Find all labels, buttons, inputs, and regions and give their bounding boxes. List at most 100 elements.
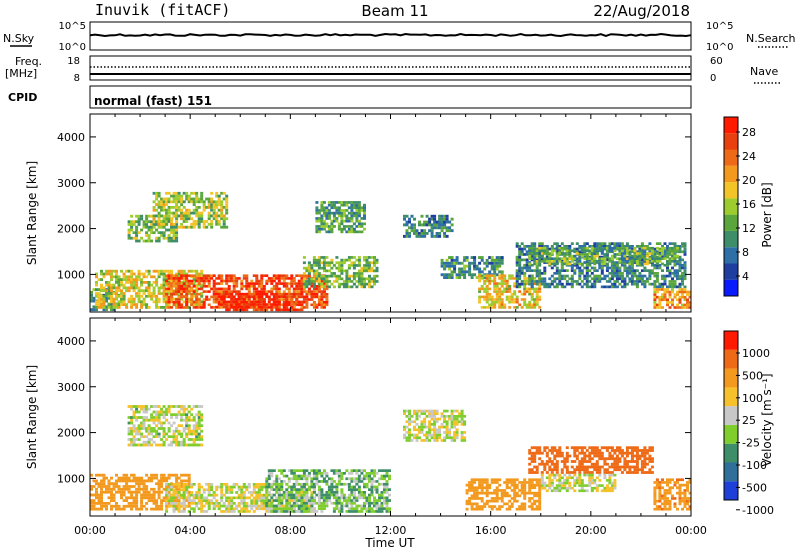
cell-0-11-57-10 [658,258,662,262]
cell-0-4-19-4 [175,228,179,232]
cell-0-2-49-3 [287,298,291,301]
cell-0-7-16-4 [355,219,359,223]
cell-0-11-18-16 [560,242,564,245]
cell-0-5-20-2 [202,220,206,223]
cell-0-2-51-11 [292,277,296,280]
cell-0-12-18-2 [573,257,577,260]
cell-1-2-8-13 [147,407,151,411]
cell-0-1-40-8 [195,283,199,287]
cell-1-3-21-3 [317,501,321,505]
cell-0-11-20-2 [565,280,569,283]
cell-1-0-20-5 [140,493,144,497]
cell-0-4-15-4 [165,228,169,232]
cell-0-11-25-15 [578,245,582,248]
cell-1-1-33-2 [247,504,251,508]
cell-1-3-7-6 [282,493,286,497]
cell-1-3-40-4 [365,499,369,502]
cell-0-9-13-5 [473,261,477,265]
cell-1-1-20-6 [215,493,219,497]
cell-0-2-52-12 [295,274,299,277]
cell-0-2-4-11 [175,277,179,280]
cell-0-10-10-1 [503,303,507,307]
cell-1-3-18-1 [310,507,314,510]
cell-1-1-3-6 [172,493,176,497]
cell-1-1-2-3 [170,502,174,505]
cell-0-1-14-13 [130,269,134,273]
cell-0-13-0-2 [653,301,657,304]
cell-0-2-3-10 [172,279,176,283]
cell-0-12-56-1 [668,260,672,263]
cell-0-1-3-3 [102,297,106,301]
cell-0-2-28-9 [235,282,239,285]
cell-0-2-15-10 [202,279,206,283]
cell-0-1-27-4 [162,294,166,298]
cell-1-3-4-5 [275,496,279,500]
cell-0-1-27-3 [162,297,166,301]
cell-1-1-29-6 [237,493,241,497]
cell-1-1-3-1 [172,507,176,511]
cell-0-2-45-6 [277,290,281,293]
cell-0-3-24-0 [275,308,279,312]
cell-1-2-28-12 [197,410,201,414]
cell-1-0-13-12 [122,473,126,477]
cell-0-1-28-0 [165,306,169,309]
cell-0-9-5-2 [453,270,457,274]
cell-0-6-28-9 [373,261,376,265]
cell-0-11-56-8 [655,263,659,267]
cell-0-6-10-0 [327,285,331,289]
cell-0-3-27-1 [282,305,286,309]
cell-0-12-42-3 [633,254,637,258]
cell-0-2-63-6 [322,290,326,293]
cell-1-0-34-11 [175,476,179,480]
cell-1-0-1-2 [92,502,96,505]
cell-0-6-14-8 [337,264,341,267]
cell-0-1-8-6 [115,289,118,293]
cell-0-6-7-3 [320,277,324,281]
cell-1-0-16-6 [130,490,134,494]
cell-1-3-5-12 [277,477,281,481]
cell-1-3-15-15 [302,469,306,472]
cell-1-3-12-12 [295,477,299,481]
cell-1-1-11-10 [192,483,196,486]
cell-0-11-35-0 [603,285,607,289]
cell-0-11-38-9 [610,261,614,264]
cell-0-12-36-4 [618,252,622,255]
cell-0-2-17-11 [207,277,211,280]
cell-0-12-51-0 [655,262,659,266]
cell-1-1-36-6 [255,493,259,497]
cell-0-12-16-6 [568,246,572,250]
cell-0-8-7-4 [420,223,424,227]
cell-0-2-7-12 [182,274,186,277]
cell-1-0-16-12 [130,473,134,477]
cell-0-4-9-3 [150,231,154,234]
cell-0-11-31-1 [593,282,597,286]
cell-1-2-21-3 [180,435,184,438]
cell-0-12-15-0 [565,262,569,266]
cell-0-7-11-4 [342,219,346,223]
cell-0-2-55-7 [302,287,306,291]
cell-0-8-12-5 [433,220,437,224]
cell-1-3-40-1 [365,507,369,510]
cell-1-1-39-4 [262,499,266,502]
cell-1-3-34-8 [350,488,354,491]
cell-0-7-6-4 [330,219,334,223]
cell-0-11-57-1 [658,282,662,286]
cell-0-2-38-9 [260,282,264,285]
cell-0-12-15-2 [565,257,569,260]
cell-0-12-49-3 [650,254,654,258]
cell-0-7-7-10 [332,203,336,207]
cell-0-2-10-4 [190,295,194,299]
cell-0-4-2-1 [132,236,136,240]
cell-0-1-18-2 [140,300,144,304]
cell-0-5-2-2 [157,220,161,223]
cell-1-0-12-4 [120,496,123,500]
cell-0-2-59-2 [312,300,316,304]
cell-0-11-15-8 [553,263,557,267]
cell-1-3-26-11 [330,480,334,483]
cell-0-10-2-4 [483,295,487,299]
cell-0-1-15-7 [132,286,136,290]
cell-0-1-1-10 [97,278,101,281]
cell-0-13-9-6 [676,290,679,294]
cell-0-2-4-9 [175,282,179,285]
cell-1-3-27-7 [332,491,336,494]
